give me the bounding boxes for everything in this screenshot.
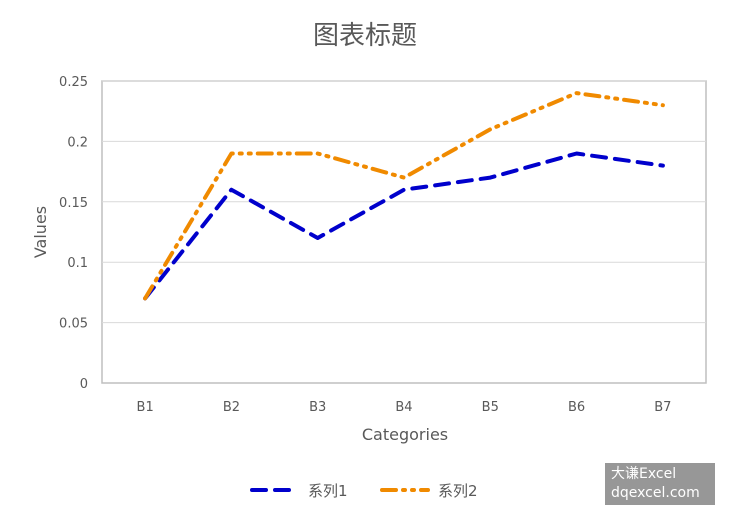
legend: 系列1 系列2	[250, 482, 478, 500]
watermark: 大谦Excel dqexcel.com	[605, 463, 715, 505]
y-axis-ticks: 0 0.05 0.1 0.15 0.2 0.25	[59, 75, 88, 392]
y-tick-label: 0	[80, 377, 88, 392]
x-tick-label: B5	[482, 400, 499, 415]
y-tick-label: 0.15	[59, 196, 88, 211]
legend-label-1: 系列1	[308, 482, 348, 500]
gridlines	[102, 80, 706, 324]
x-tick-label: B4	[395, 400, 412, 415]
series-line-2	[143, 91, 665, 301]
y-tick-label: 0.05	[59, 317, 88, 332]
series-lines	[143, 91, 665, 301]
x-tick-label: B3	[309, 400, 326, 415]
x-tick-label: B6	[568, 400, 585, 415]
y-tick-label: 0.1	[67, 256, 88, 271]
x-tick-label: B2	[223, 400, 240, 415]
x-tick-label: B1	[137, 400, 154, 415]
legend-label-2: 系列2	[438, 482, 478, 500]
y-tick-label: 0.25	[59, 75, 88, 90]
y-tick-label: 0.2	[67, 135, 88, 150]
watermark-line1: 大谦Excel	[611, 466, 677, 482]
plot-area-border	[101, 80, 707, 384]
x-tick-label: B7	[654, 400, 671, 415]
watermark-line2: dqexcel.com	[611, 485, 700, 501]
x-axis-title: Categories	[362, 425, 448, 444]
x-axis-ticks: B1 B2 B3 B4 B5 B6 B7	[137, 400, 672, 415]
y-axis-title: Values	[31, 206, 50, 258]
series-line-1	[143, 151, 665, 301]
chart-title: 图表标题	[313, 21, 417, 51]
